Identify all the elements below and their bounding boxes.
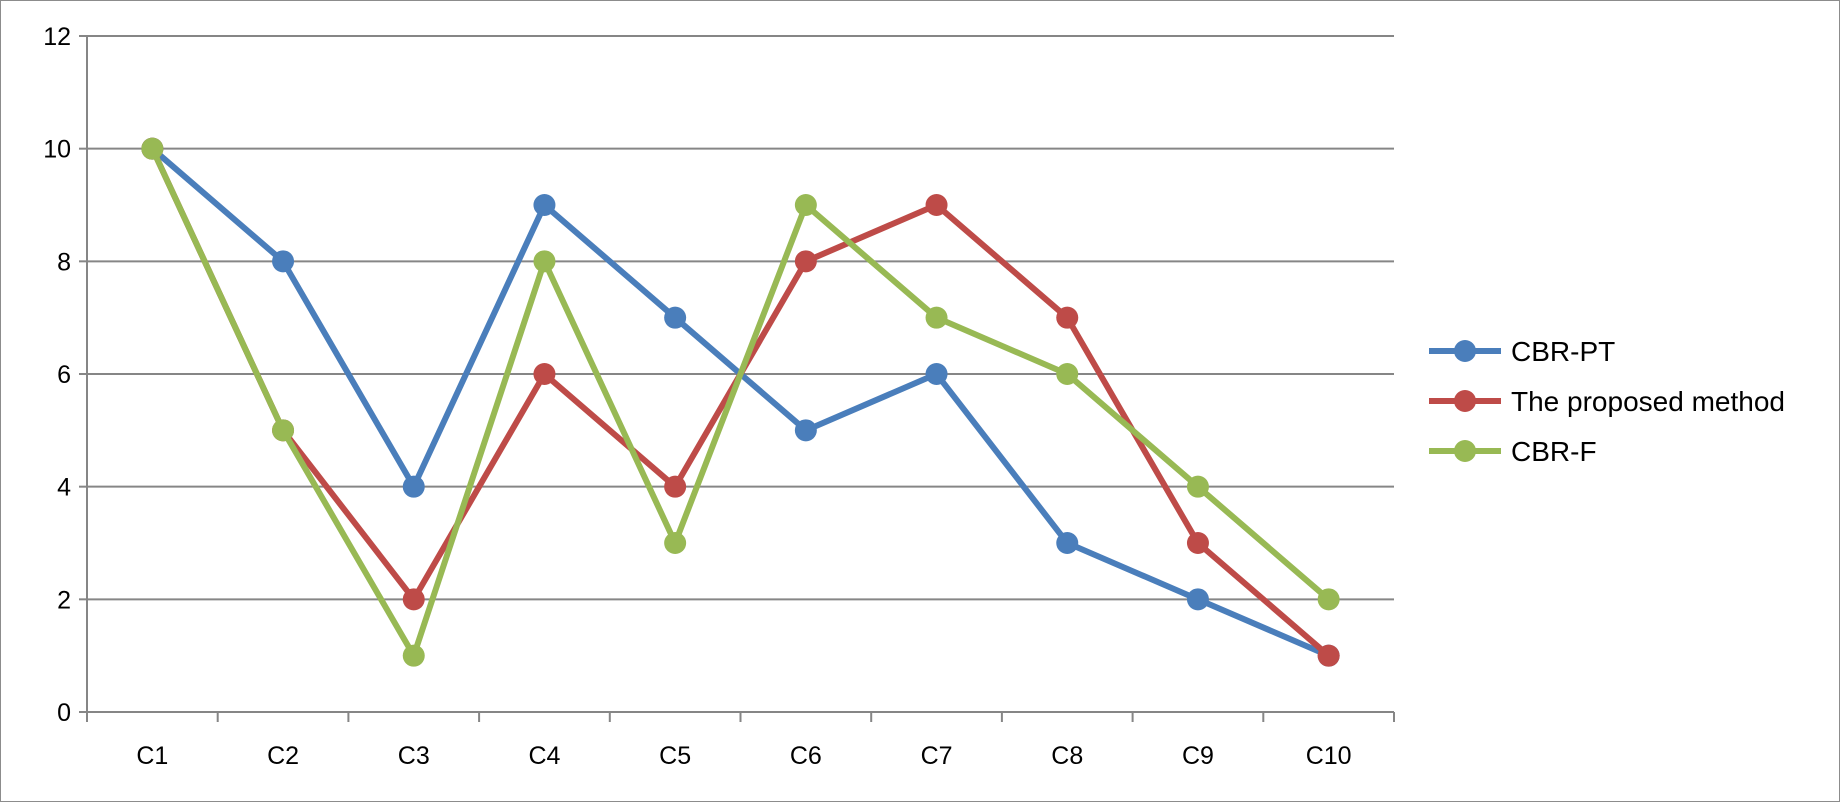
legend-entry: CBR-PT [1429,336,1615,367]
legend-label: The proposed method [1511,386,1785,417]
x-tick-label: C9 [1182,742,1214,770]
data-point [1056,363,1079,385]
axes [79,35,1395,722]
data-point [1317,644,1340,667]
data-point [794,250,817,273]
y-tick-label: 10 [43,136,71,164]
legend-marker [1454,340,1476,362]
data-point [1056,532,1079,554]
gridlines [87,35,1394,601]
data-point [664,532,687,554]
legend-marker [1454,390,1476,412]
legend-label: CBR-F [1511,436,1597,467]
data-point [925,363,948,385]
series-0 [141,137,1340,667]
data-point [141,137,164,160]
data-point [402,475,425,498]
x-tick-label: C7 [921,742,953,770]
data-point [533,363,556,385]
data-point [794,194,817,216]
data-point [402,644,425,667]
y-tick-label: 0 [57,699,71,727]
x-tick-label: C3 [398,742,430,770]
x-tick-label: C1 [136,742,168,770]
y-tick-label: 12 [43,23,71,51]
data-point [272,419,295,442]
data-point [664,475,687,498]
data-point [664,306,687,329]
legend-marker [1454,440,1476,462]
y-tick-label: 4 [57,474,71,502]
data-point [533,250,556,273]
series-line [149,145,1332,659]
y-tick-label: 6 [57,361,71,389]
x-tick-label: C4 [528,742,560,770]
x-tick-label: C2 [267,742,299,770]
series-lines [141,137,1340,667]
legend-entry: The proposed method [1429,386,1785,417]
legend: CBR-PT The proposed method CBR-F [1429,336,1785,467]
series-1 [141,137,1340,667]
data-point [1186,475,1209,498]
data-point [925,306,948,329]
x-tick-label: C10 [1306,742,1352,770]
y-tick-label: 8 [57,248,71,276]
legend-label: CBR-PT [1511,336,1615,367]
data-point [925,194,948,216]
data-point [272,250,295,273]
data-point [533,194,556,216]
data-point [402,588,425,611]
x-tick-label: C5 [659,742,691,770]
data-point [1317,588,1340,611]
legend-entry: CBR-F [1429,436,1597,467]
data-point [1056,306,1079,329]
data-point [1186,588,1209,611]
data-point [1186,532,1209,554]
y-tick-label: 2 [57,586,71,614]
x-tick-label: C6 [790,742,822,770]
tick-labels: 0 2 4 6 8 10 12 C1 C2 C3 C4 C5 C6 C7 C8 C9 C10 [43,23,1351,770]
series-2 [141,137,1340,667]
data-point [794,419,817,442]
x-tick-label: C8 [1051,742,1083,770]
series-line [149,145,1332,659]
